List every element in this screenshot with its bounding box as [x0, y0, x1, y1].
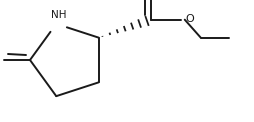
Text: O: O — [185, 14, 194, 24]
Text: NH: NH — [51, 10, 66, 20]
